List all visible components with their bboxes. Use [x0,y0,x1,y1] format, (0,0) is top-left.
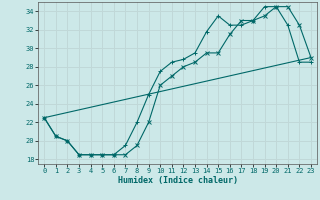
X-axis label: Humidex (Indice chaleur): Humidex (Indice chaleur) [118,176,238,185]
